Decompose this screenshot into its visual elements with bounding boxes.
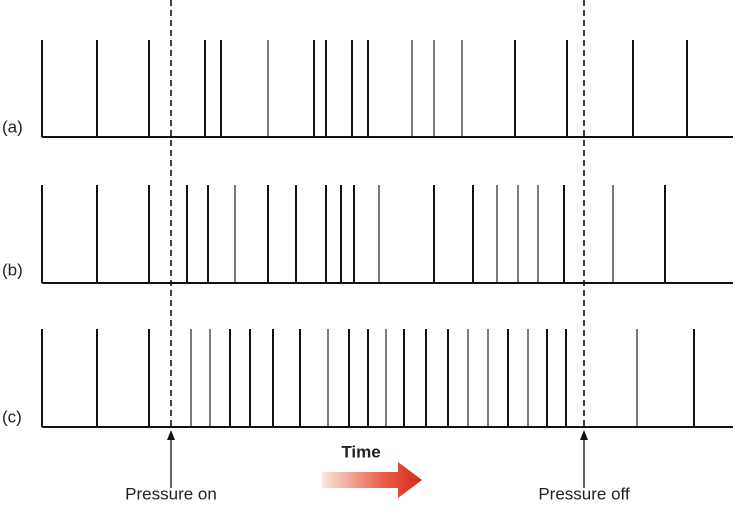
- arrow-head: [580, 430, 588, 440]
- time-label: Time: [341, 442, 380, 461]
- row-label: (a): [2, 117, 23, 136]
- arrow-head: [167, 430, 175, 440]
- row-label: (b): [2, 260, 23, 279]
- marker-label: Pressure on: [125, 484, 217, 503]
- marker-label: Pressure off: [538, 484, 630, 503]
- row-label: (c): [2, 407, 22, 426]
- time-arrow: [322, 462, 422, 498]
